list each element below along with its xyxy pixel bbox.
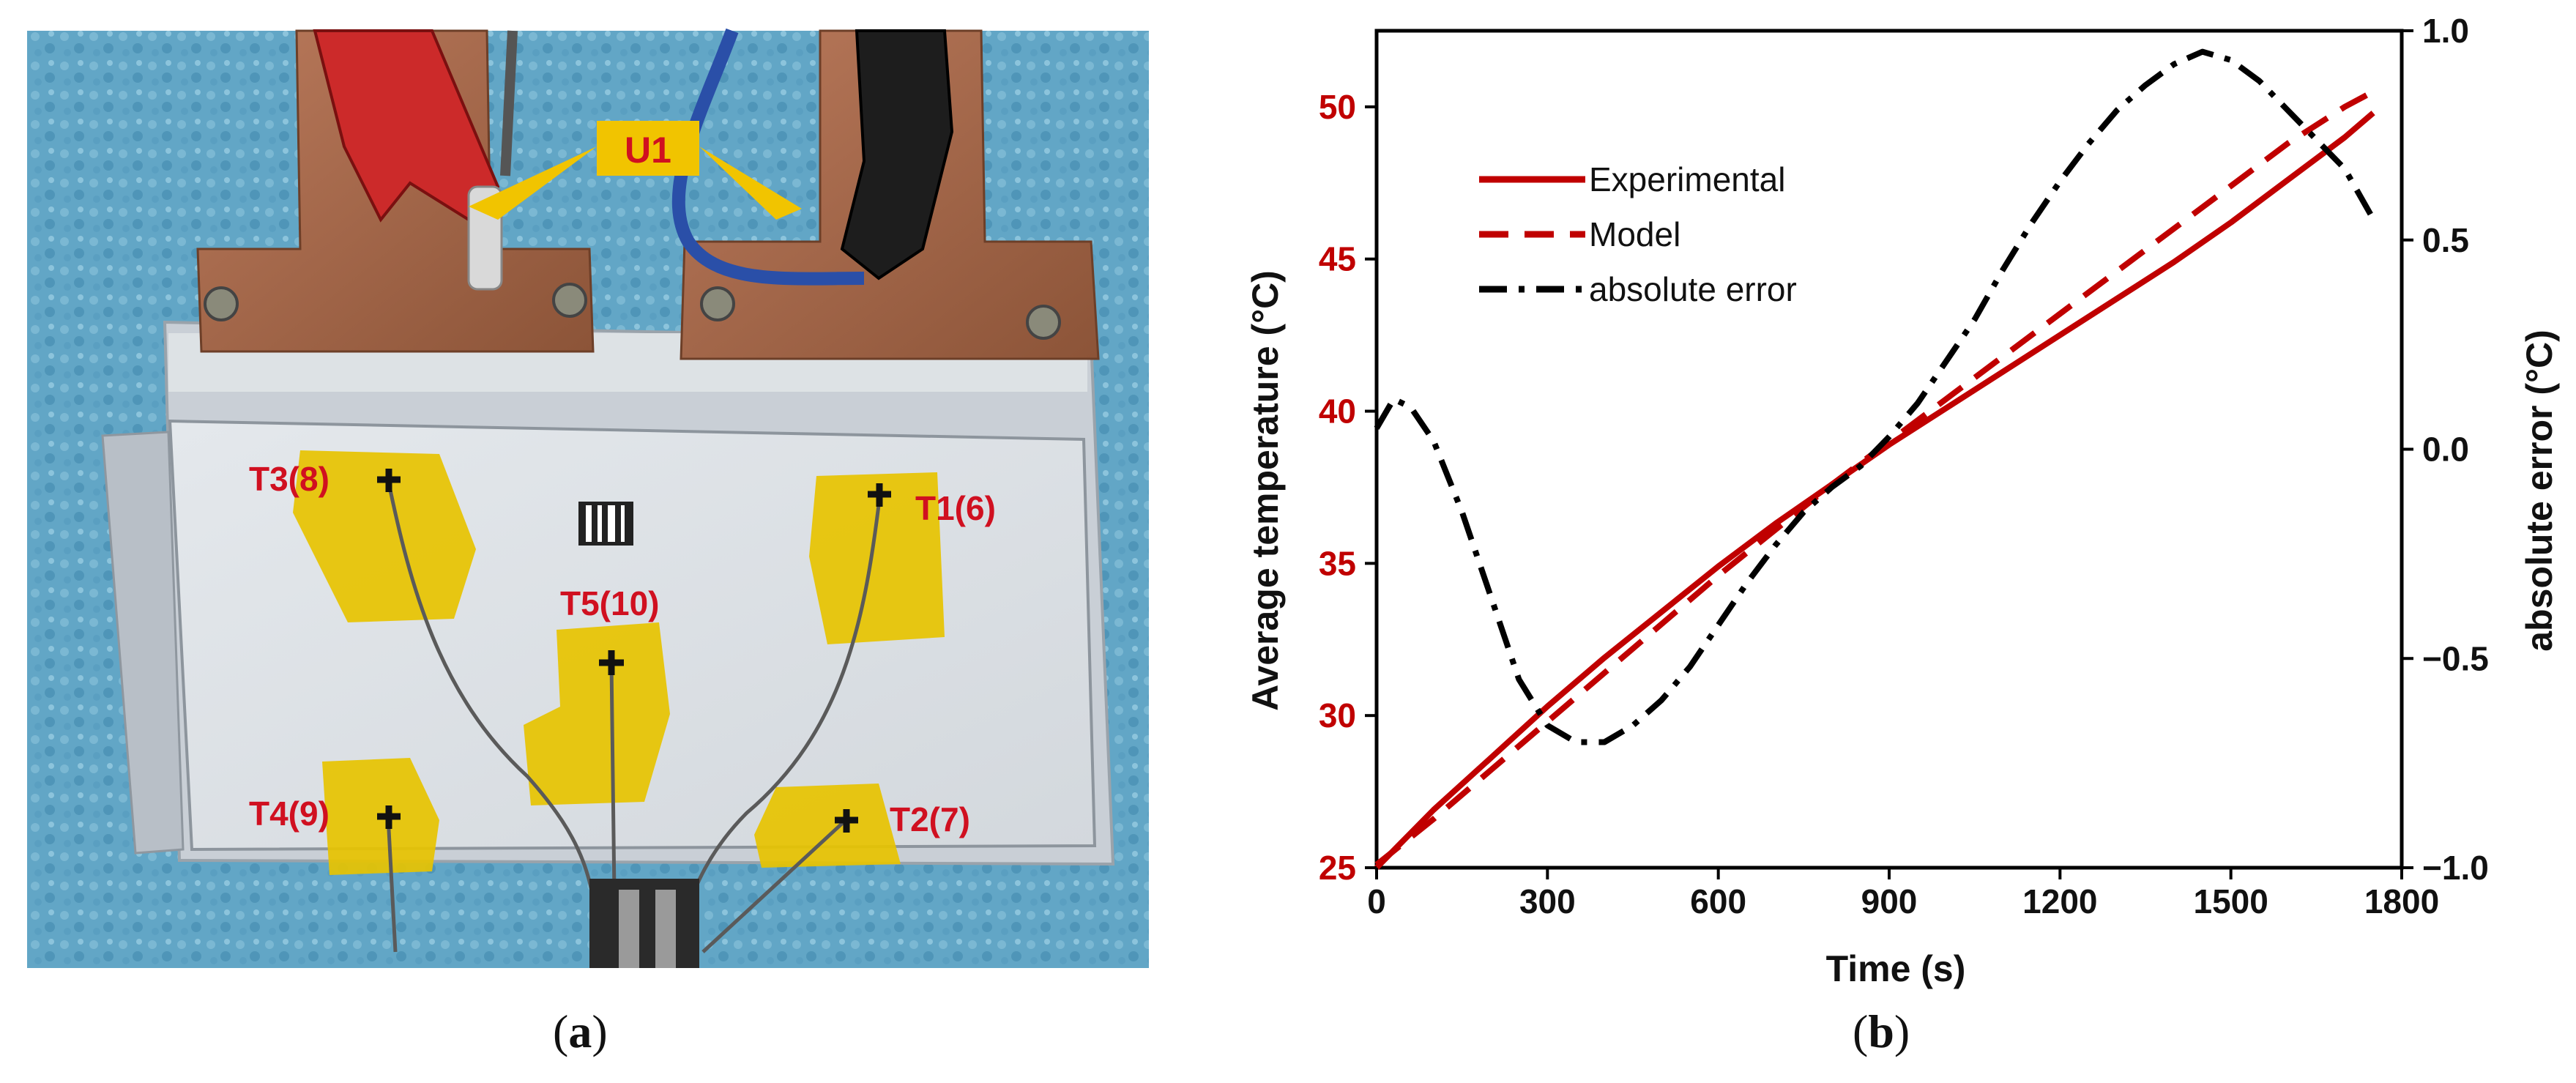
y-left-tick-label: 35 [1319, 544, 1356, 582]
screw [552, 283, 587, 318]
y-right-tick-label: −1.0 [2422, 849, 2489, 887]
x-tick-label: 900 [1861, 882, 1918, 920]
y-left-tick-label: 45 [1319, 240, 1356, 278]
legend-label: Experimental [1589, 160, 1785, 198]
label-t2: T2(7) [890, 800, 970, 838]
x-tick-label: 0 [1367, 882, 1386, 920]
tape-t3 [293, 450, 476, 622]
caption-b: (b) [1853, 1005, 1910, 1059]
sensor-cross [377, 469, 891, 833]
x-tick-label: 1200 [2022, 882, 2097, 920]
label-t5: T5(10) [560, 584, 659, 622]
y-left-tick-label: 50 [1319, 88, 1356, 126]
u1-label-box [597, 121, 699, 176]
caption-a-close: ) [592, 1005, 608, 1057]
label-t4: T4(9) [249, 794, 330, 833]
connector [589, 879, 699, 968]
y-left-tick-label: 30 [1319, 696, 1356, 734]
y-right-tick-label: 0.5 [2422, 221, 2469, 259]
caption-b-letter: b [1868, 1005, 1894, 1057]
x-tick-label: 600 [1690, 882, 1746, 920]
series-absolute-error [1374, 48, 2376, 745]
y-right-tick-label: −0.5 [2422, 639, 2489, 677]
y-right-tick-label: 1.0 [2422, 12, 2469, 50]
caption-b-open: ( [1853, 1005, 1869, 1057]
x-tick-label: 1800 [2364, 882, 2439, 920]
x-axis-label: Time (s) [1826, 948, 1966, 989]
screw [204, 286, 239, 321]
caption-a-letter: a [568, 1005, 592, 1057]
x-tick-label: 1500 [2193, 882, 2268, 920]
label-t3: T3(8) [249, 460, 330, 498]
series-experimental [1374, 111, 2375, 870]
screw [1026, 305, 1061, 340]
caption-a: (a) [553, 1005, 608, 1059]
caption-a-open: ( [553, 1005, 569, 1057]
legend: Experimental Model absolute error [1479, 160, 1797, 308]
legend-label: absolute error [1589, 270, 1797, 308]
tape-t5 [524, 622, 670, 805]
u1-label: U1 [625, 130, 671, 171]
y-left-tick-label: 40 [1319, 392, 1356, 431]
plot-area-frame [1374, 29, 2404, 870]
legend-label: Model [1589, 215, 1680, 253]
y-left-tick-label: 25 [1319, 849, 1356, 887]
x-tick-label: 300 [1519, 882, 1576, 920]
screw [700, 286, 735, 321]
y-right-tick-label: 0.0 [2422, 431, 2469, 469]
black-clamp [840, 29, 954, 280]
tape-t1 [809, 472, 945, 644]
red-clamp [313, 29, 500, 223]
caption-b-close: ) [1894, 1005, 1910, 1057]
series-model [1374, 89, 2375, 867]
y-axis-label-right: absolute error (°C) [2519, 330, 2560, 652]
label-t1: T1(6) [915, 489, 996, 527]
y-axis-label-left: Average temperature (°C) [1245, 270, 1286, 711]
tape-t2 [754, 784, 901, 868]
